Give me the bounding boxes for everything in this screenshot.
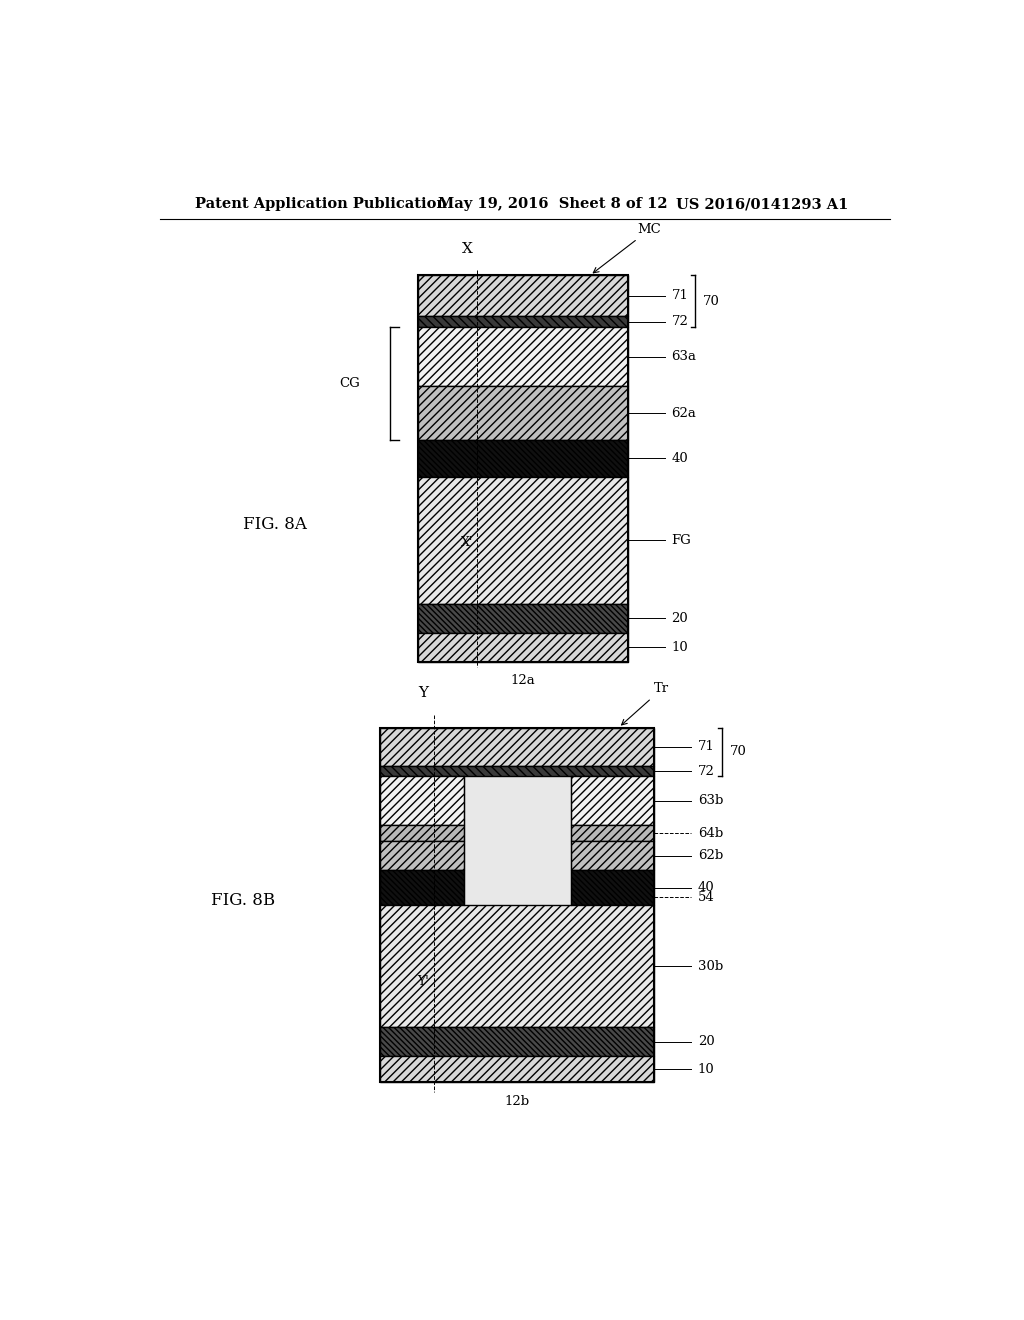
Text: Y: Y [419, 686, 428, 700]
Text: 40: 40 [672, 451, 688, 465]
Text: X': X' [461, 536, 473, 549]
Bar [380, 766, 654, 776]
Bar [380, 727, 654, 766]
Text: 63a: 63a [672, 350, 696, 363]
Text: May 19, 2016  Sheet 8 of 12: May 19, 2016 Sheet 8 of 12 [437, 197, 667, 211]
Text: 12b: 12b [505, 1094, 529, 1107]
Text: Patent Application Publication: Patent Application Publication [196, 197, 447, 211]
Bar [570, 841, 654, 870]
Text: 72: 72 [697, 764, 715, 777]
Text: 71: 71 [697, 741, 715, 754]
Text: 10: 10 [697, 1063, 715, 1076]
Text: 63b: 63b [697, 795, 723, 808]
Bar [380, 906, 654, 1027]
Text: CG: CG [339, 378, 359, 389]
Text: 40: 40 [697, 882, 715, 894]
Bar [380, 870, 464, 906]
Text: FG: FG [672, 533, 691, 546]
Text: 64b: 64b [697, 826, 723, 840]
Bar [380, 727, 654, 1082]
Text: FIG. 8A: FIG. 8A [243, 516, 307, 533]
Text: 62a: 62a [672, 407, 696, 420]
Text: US 2016/0141293 A1: US 2016/0141293 A1 [676, 197, 848, 211]
Text: 12a: 12a [510, 675, 536, 686]
Bar [380, 841, 464, 870]
Bar [418, 634, 628, 661]
Bar [380, 1056, 654, 1082]
Bar [418, 315, 628, 327]
Bar [380, 1027, 654, 1056]
Text: 72: 72 [672, 315, 688, 329]
Text: 71: 71 [672, 289, 688, 302]
Bar [570, 825, 654, 841]
Text: Y': Y' [417, 974, 429, 987]
Bar [418, 385, 628, 440]
Text: 70: 70 [729, 746, 746, 759]
Bar [570, 776, 654, 825]
Text: FIG. 8B: FIG. 8B [211, 892, 275, 909]
Bar [418, 477, 628, 603]
Bar [380, 825, 464, 841]
Text: 20: 20 [697, 1035, 715, 1048]
Bar [418, 603, 628, 634]
Bar [464, 776, 570, 906]
Bar [570, 870, 654, 906]
Bar [418, 327, 628, 385]
Bar [380, 776, 464, 825]
Bar [418, 276, 628, 661]
Text: Tr: Tr [622, 682, 670, 725]
Text: 20: 20 [672, 612, 688, 624]
Text: MC: MC [593, 223, 662, 273]
Text: X: X [462, 242, 473, 256]
Text: 54: 54 [697, 891, 715, 904]
Text: 30b: 30b [697, 960, 723, 973]
Text: 62b: 62b [697, 849, 723, 862]
Bar [418, 440, 628, 477]
Bar [418, 276, 628, 315]
Text: 10: 10 [672, 640, 688, 653]
Text: 70: 70 [703, 294, 720, 308]
